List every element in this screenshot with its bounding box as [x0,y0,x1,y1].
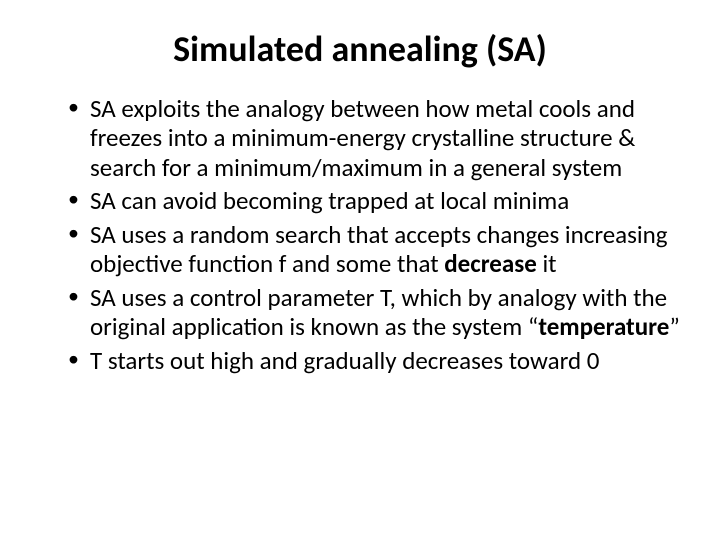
slide-title: Simulated annealing (SA) [40,30,680,70]
text-run: SA exploits the analogy between how meta… [90,93,635,183]
slide: Simulated annealing (SA) SA exploits the… [0,0,720,540]
text-run: SA uses a random search that accepts cha… [90,219,668,280]
text-run: it [537,248,557,279]
list-item: SA exploits the analogy between how meta… [68,94,680,183]
bullet-list: SA exploits the analogy between how meta… [68,94,680,376]
text-run: SA can avoid becoming trapped at local m… [90,185,569,216]
list-item: T starts out high and gradually decrease… [68,346,680,376]
text-run: ” [669,311,679,342]
list-item: SA can avoid becoming trapped at local m… [68,186,680,216]
list-item: SA uses a control parameter T, which by … [68,283,680,342]
list-item: SA uses a random search that accepts cha… [68,220,680,279]
text-run: temperature [538,311,669,342]
text-run: T starts out high and gradually decrease… [90,345,599,376]
text-run: decrease [444,248,537,279]
